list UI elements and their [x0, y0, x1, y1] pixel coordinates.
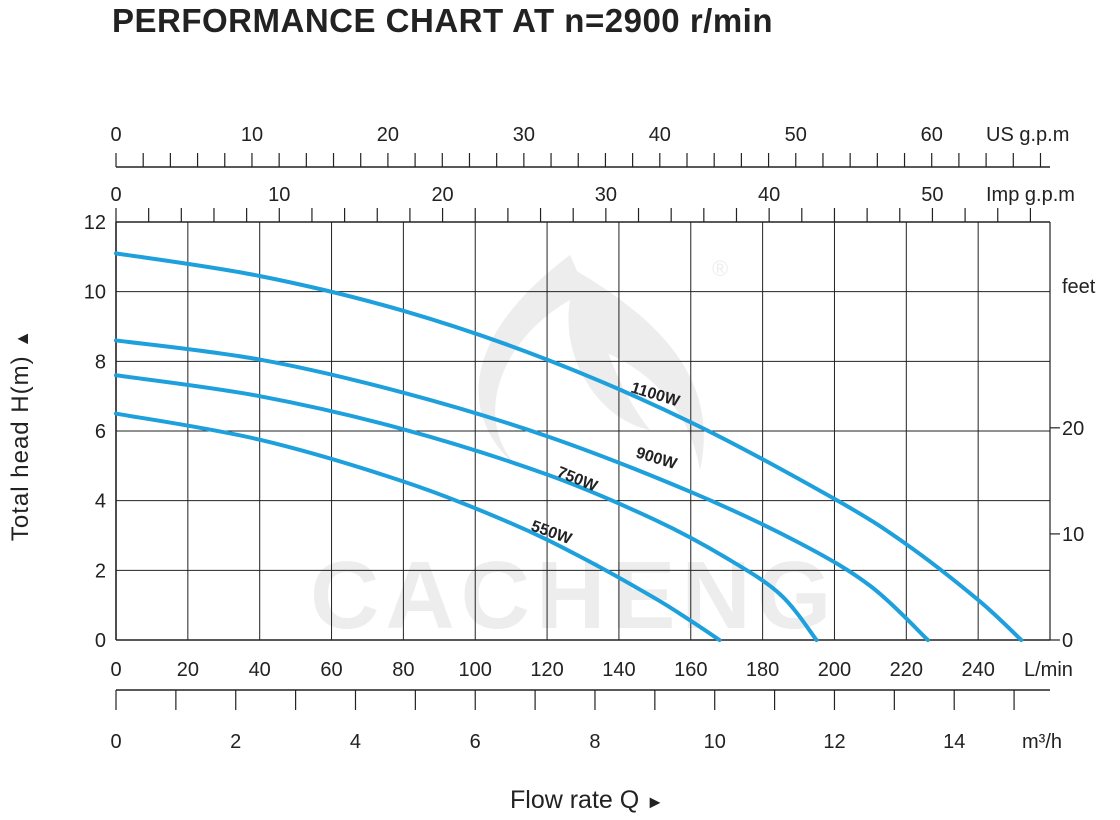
m3h-tick-label: 10 — [704, 731, 726, 753]
y-tick-label: 2 — [95, 560, 106, 582]
watermark-text: CACHENG — [310, 542, 837, 649]
imp-gpm-tick-label: 30 — [595, 184, 617, 206]
imp-gpm-tick-label: 40 — [758, 184, 780, 206]
m3h-tick-label: 4 — [350, 731, 361, 753]
right-axis-tick-label: 0 — [1062, 630, 1073, 652]
y-tick-label: 4 — [95, 491, 106, 513]
right-axis-tick-label: 10 — [1062, 524, 1084, 546]
imp-gpm-tick-label: 20 — [431, 184, 453, 206]
m3h-tick-label: 8 — [589, 731, 600, 753]
y-tick-label: 10 — [84, 282, 106, 304]
x-tick-label: 220 — [890, 659, 923, 681]
x-tick-label: 240 — [961, 659, 994, 681]
y-axis-arrow-icon: ▲ — [12, 329, 32, 348]
registered-mark: ® — [712, 256, 728, 281]
series-label: 900W — [634, 445, 680, 474]
right-axis-unit: feet — [1062, 276, 1096, 298]
x-tick-label: 180 — [746, 659, 779, 681]
imp-gpm-unit: Imp g.p.m — [986, 184, 1075, 206]
m3h-tick-label: 14 — [943, 731, 965, 753]
curve-1100w — [114, 251, 1024, 642]
x-tick-label: 120 — [530, 659, 563, 681]
us-gpm-unit: US g.p.m — [986, 124, 1069, 146]
us-gpm-tick-label: 10 — [241, 124, 263, 146]
m3h-unit: m³/h — [1022, 731, 1062, 753]
us-gpm-tick-label: 50 — [785, 124, 807, 146]
x-tick-label: 200 — [818, 659, 851, 681]
x-axis-unit: L/min — [1024, 659, 1073, 681]
x-tick-label: 60 — [320, 659, 342, 681]
watermark-logo-shape — [575, 270, 704, 470]
us-gpm-tick-label: 60 — [921, 124, 943, 146]
imp-gpm-tick-label: 0 — [110, 184, 121, 206]
x-tick-label: 20 — [177, 659, 199, 681]
x-axis-label: Flow rate Q ► — [510, 786, 664, 814]
x-tick-label: 80 — [392, 659, 414, 681]
y-tick-label: 12 — [84, 212, 106, 234]
series-label: 750W — [555, 464, 601, 496]
y-tick-label: 6 — [95, 421, 106, 443]
curve-550w — [114, 411, 722, 642]
watermark: ® CACHENG — [310, 255, 837, 649]
y-axis-label: Total head H(m) ▲ — [7, 329, 34, 541]
m3h-tick-label: 6 — [470, 731, 481, 753]
x-tick-label: 140 — [602, 659, 635, 681]
right-axis-tick-label: 20 — [1062, 418, 1084, 440]
curve-750w — [114, 373, 819, 642]
us-gpm-tick-label: 30 — [513, 124, 535, 146]
us-gpm-tick-label: 20 — [377, 124, 399, 146]
curve-900w — [114, 338, 930, 642]
us-gpm-tick-label: 40 — [649, 124, 671, 146]
x-tick-label: 40 — [249, 659, 271, 681]
imp-gpm-tick-label: 10 — [268, 184, 290, 206]
chart-title: PERFORMANCE CHART AT n=2900 r/min — [112, 2, 773, 39]
x-axis-arrow-icon: ► — [646, 792, 664, 812]
imp-gpm-tick-label: 50 — [921, 184, 943, 206]
m3h-tick-label: 2 — [230, 731, 241, 753]
x-tick-label: 100 — [459, 659, 492, 681]
x-tick-label: 0 — [110, 659, 121, 681]
watermark-logo-shape — [478, 255, 650, 470]
m3h-tick-label: 0 — [110, 731, 121, 753]
x-tick-label: 160 — [674, 659, 707, 681]
m3h-tick-label: 12 — [823, 731, 845, 753]
y-tick-label: 8 — [95, 351, 106, 373]
y-tick-label: 0 — [95, 630, 106, 652]
us-gpm-tick-label: 0 — [110, 124, 121, 146]
